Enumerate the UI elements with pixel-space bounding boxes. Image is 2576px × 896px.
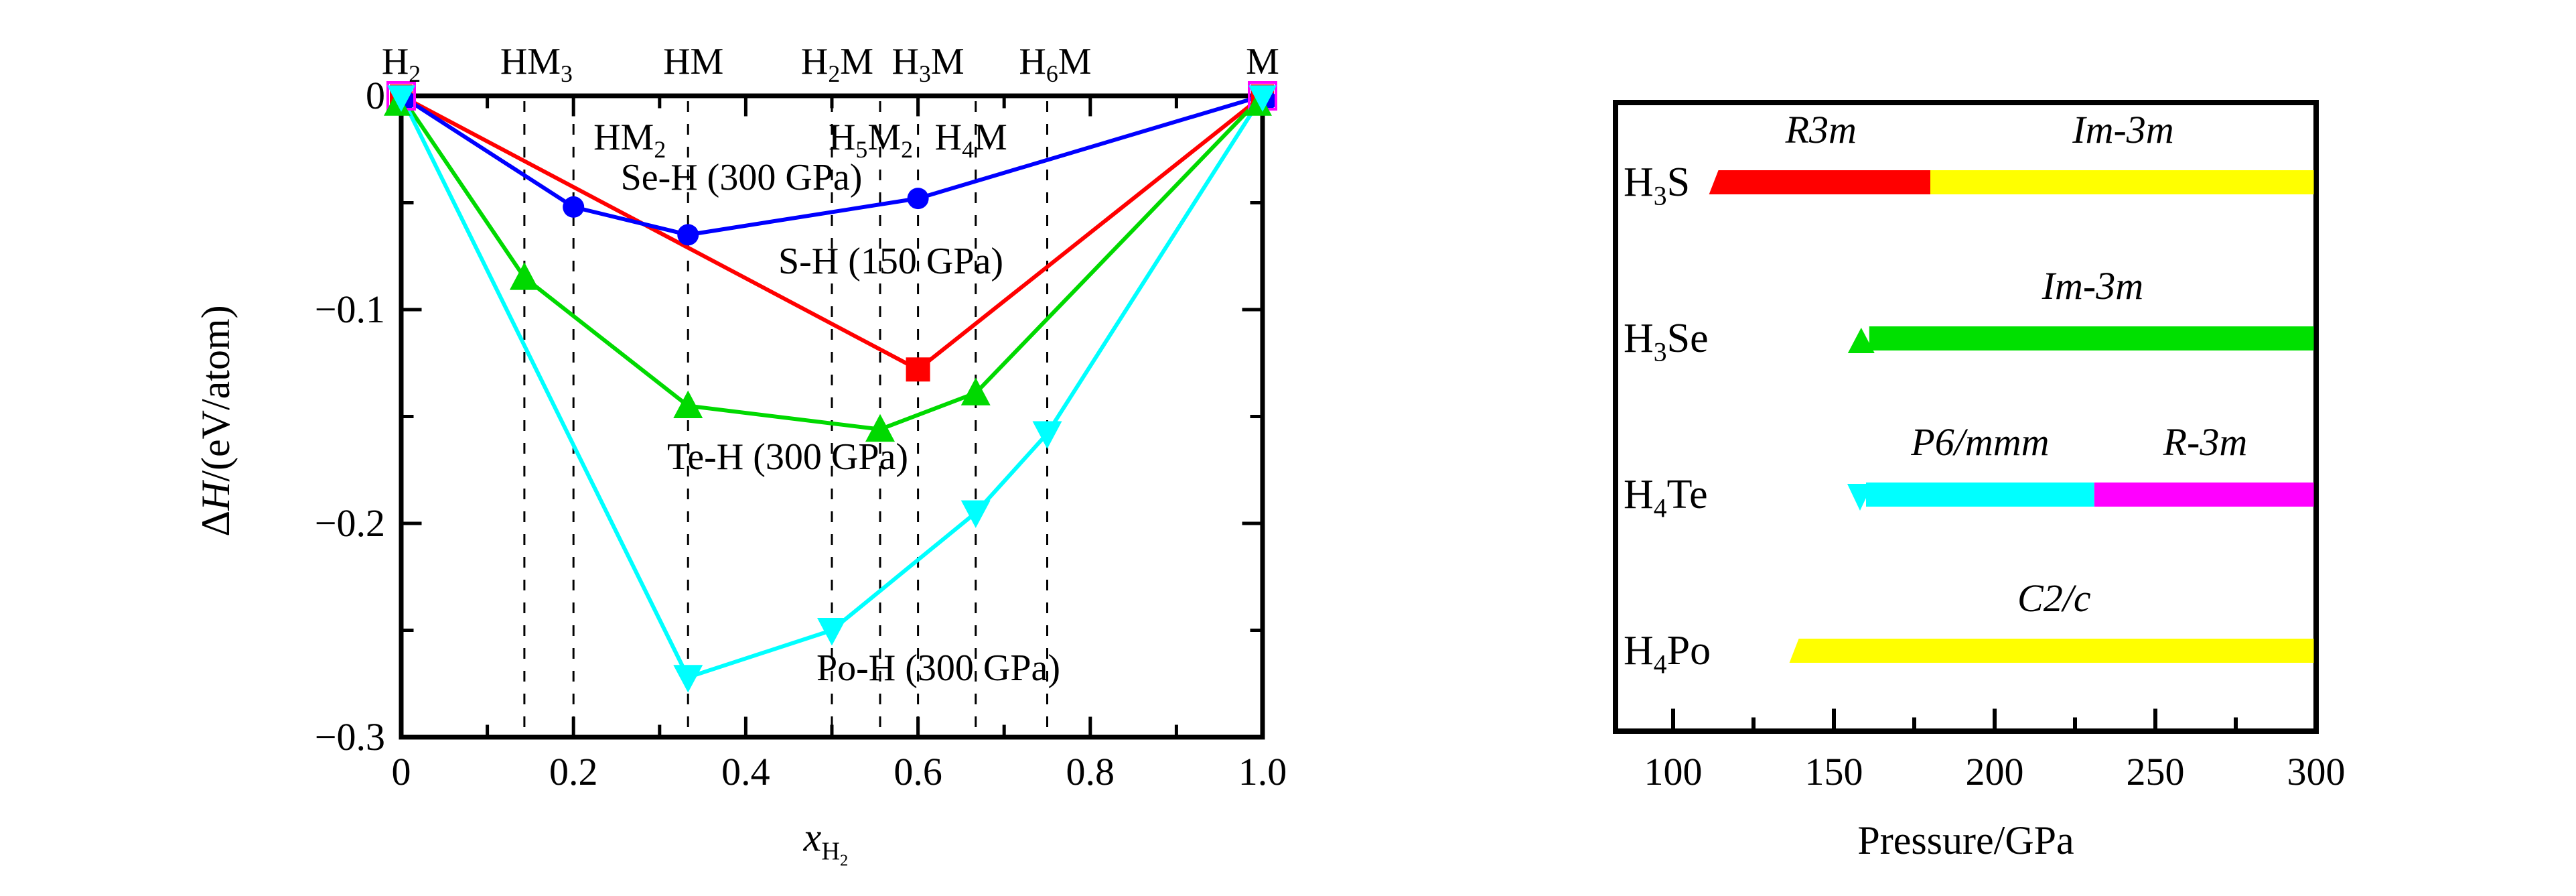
series-line-Po-H — [399, 94, 1265, 680]
marker-triangle-up — [960, 377, 991, 405]
x-tick-label: 0 — [391, 750, 411, 793]
phase-label-R3m: R3m — [1785, 108, 1857, 151]
top-composition-label: H3M — [891, 41, 964, 88]
phase-bar-C2/c — [1789, 639, 2314, 663]
series-annotation: Te-H (300 GPa) — [667, 436, 908, 478]
phase-label-P6/mmm: P6/mmm — [1911, 420, 2050, 464]
x-tick-label: 0.8 — [1066, 750, 1115, 793]
sub-composition-label: H5M2 — [828, 117, 914, 164]
x-axis-title: xH2 — [803, 815, 849, 870]
x-tick-label: 1.0 — [1238, 750, 1287, 793]
pressure-tick-label: 150 — [1804, 750, 1863, 793]
hydride-row-label: H3S — [1624, 159, 1691, 211]
marker-triangle-down — [1248, 85, 1277, 112]
pressure-tick-label: 250 — [2126, 750, 2185, 793]
y-tick-label: 0 — [366, 74, 385, 117]
pressure-axis-title: Pressure/GPa — [1857, 818, 2074, 862]
marker-circle — [563, 196, 585, 218]
marker-square — [906, 357, 930, 382]
series-annotation: S-H (150 GPa) — [778, 241, 1003, 282]
marker-triangle-up — [865, 413, 896, 442]
marker-triangle-up — [673, 390, 703, 419]
bar-start-triangle-up — [1847, 328, 1875, 353]
top-composition-label: HM — [663, 41, 724, 82]
phase-label-Im-3m: Im-3m — [2042, 264, 2144, 308]
y-tick-label: −0.3 — [314, 715, 385, 759]
marker-triangle-down — [387, 85, 415, 112]
marker-triangle-down — [1032, 421, 1062, 449]
top-composition-label: H2 — [381, 41, 421, 88]
hydride-row-label: H4Te — [1624, 472, 1708, 523]
phase-bar-R-3m — [2094, 483, 2314, 507]
series-line-Te-H — [399, 94, 1265, 432]
y-tick-label: −0.2 — [314, 501, 385, 545]
phase-label-C2/c: C2/c — [2017, 576, 2091, 620]
pressure-tick-label: 300 — [2287, 750, 2346, 793]
x-tick-label: 0.2 — [549, 750, 598, 793]
y-axis-title: ΔH/(eV/atom) — [194, 305, 238, 537]
bar-start-triangle-down — [1847, 484, 1873, 511]
phase-label-Im-3m: Im-3m — [2072, 108, 2174, 151]
sub-composition-label: HM2 — [593, 117, 666, 164]
phase-bar-P6/mmm — [1866, 483, 2094, 507]
pressure-tick-label: 100 — [1644, 750, 1703, 793]
top-composition-label: H2M — [800, 41, 874, 88]
phase-label-R-3m: R-3m — [2163, 420, 2248, 464]
series-annotation: Po-H (300 GPa) — [816, 647, 1060, 689]
x-tick-label: 0.6 — [893, 750, 942, 793]
phase-bar-Im-3m — [1930, 170, 2314, 194]
pressure-tick-label: 200 — [1965, 750, 2024, 793]
top-composition-label: HM3 — [500, 41, 573, 88]
left-plot-frame — [399, 93, 1265, 740]
right-plot-frame — [1613, 100, 2319, 734]
marker-triangle-down — [960, 500, 991, 528]
marker-triangle-down — [817, 618, 847, 646]
y-tick-label: −0.1 — [314, 287, 385, 331]
sub-composition-label: H4M — [934, 117, 1007, 164]
marker-circle — [677, 224, 699, 246]
marker-triangle-down — [673, 665, 703, 693]
phase-bar-Im-3m — [1869, 326, 2314, 350]
hydride-row-label: H4Po — [1624, 628, 1711, 680]
x-tick-label: 0.4 — [721, 750, 770, 793]
marker-circle — [907, 188, 929, 210]
hydride-row-label: H3Se — [1624, 316, 1709, 367]
top-composition-label: H6M — [1019, 41, 1092, 88]
series-annotation: Se-H (300 GPa) — [620, 157, 863, 198]
phase-bar-R3m — [1709, 170, 1930, 194]
top-composition-label: M — [1246, 41, 1279, 82]
marker-triangle-up — [509, 262, 539, 290]
